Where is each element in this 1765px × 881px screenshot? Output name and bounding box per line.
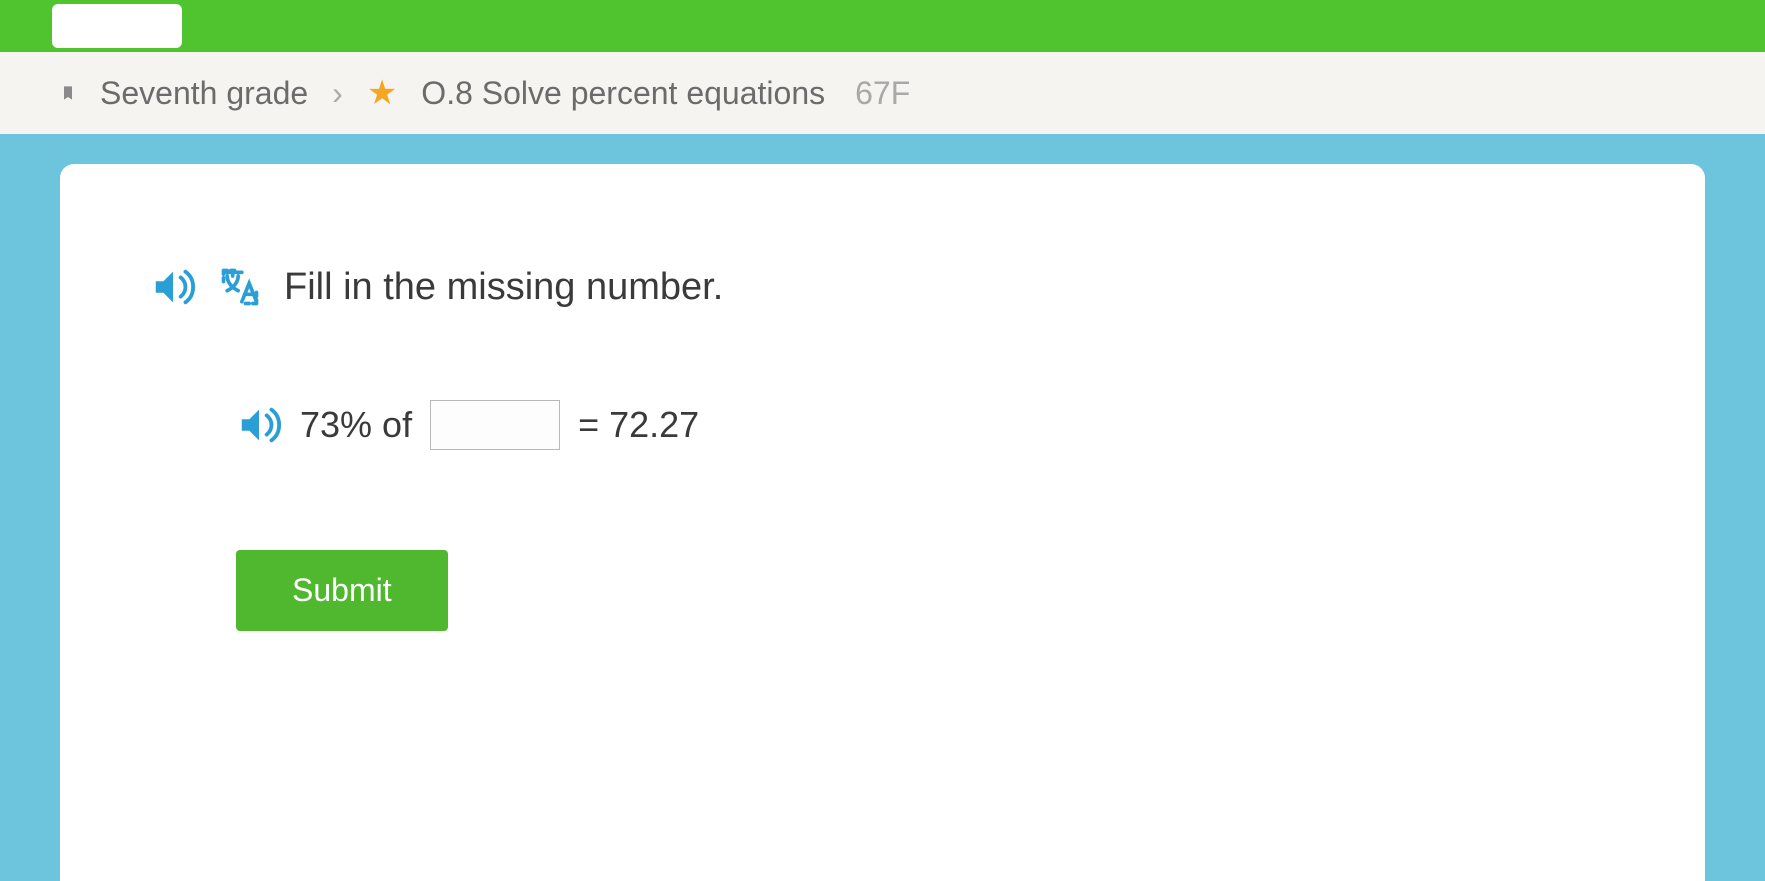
star-icon: ★ bbox=[367, 73, 397, 113]
translate-icon[interactable] bbox=[218, 265, 262, 309]
audio-icon[interactable] bbox=[236, 402, 282, 448]
equation-prefix: 73% of bbox=[300, 404, 412, 446]
site-logo[interactable] bbox=[52, 4, 182, 48]
submit-button[interactable]: Submit bbox=[236, 550, 448, 631]
question-prompt: Fill in the missing number. bbox=[284, 266, 723, 309]
bookmark-icon bbox=[60, 83, 76, 103]
audio-icon[interactable] bbox=[150, 264, 196, 310]
question-card: Fill in the missing number. 73% of = 72.… bbox=[60, 164, 1705, 881]
breadcrumb-grade[interactable]: Seventh grade bbox=[100, 75, 308, 112]
breadcrumb-skill-title: O.8 Solve percent equations bbox=[421, 75, 825, 112]
answer-input[interactable] bbox=[430, 400, 560, 450]
equation-row: 73% of = 72.27 bbox=[236, 400, 1615, 450]
prompt-row: Fill in the missing number. bbox=[150, 264, 1615, 310]
breadcrumb-skill-code: 67F bbox=[855, 75, 910, 112]
question-background: Fill in the missing number. 73% of = 72.… bbox=[0, 134, 1765, 881]
breadcrumb-bar: Seventh grade › ★ O.8 Solve percent equa… bbox=[0, 52, 1765, 134]
chevron-right-icon: › bbox=[332, 75, 343, 112]
top-header-bar bbox=[0, 0, 1765, 52]
equation-suffix: = 72.27 bbox=[578, 404, 699, 446]
